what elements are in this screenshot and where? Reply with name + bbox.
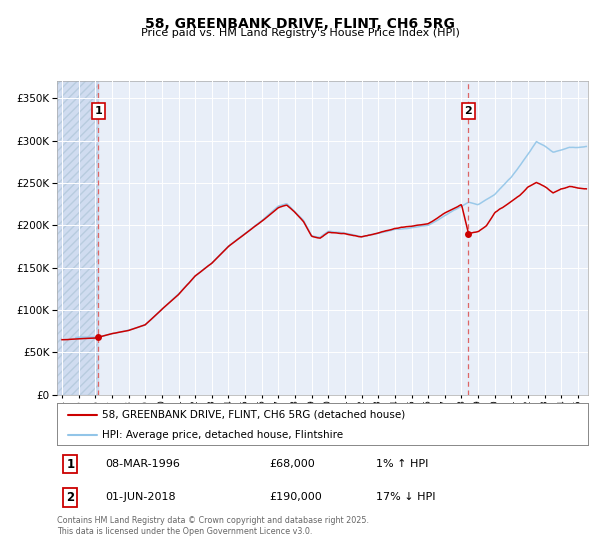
Text: 01-JUN-2018: 01-JUN-2018: [105, 492, 175, 502]
Text: 58, GREENBANK DRIVE, FLINT, CH6 5RG: 58, GREENBANK DRIVE, FLINT, CH6 5RG: [145, 17, 455, 31]
Text: 08-MAR-1996: 08-MAR-1996: [105, 459, 179, 469]
Text: 1% ↑ HPI: 1% ↑ HPI: [376, 459, 428, 469]
Text: Contains HM Land Registry data © Crown copyright and database right 2025.
This d: Contains HM Land Registry data © Crown c…: [57, 516, 369, 536]
Text: 2: 2: [464, 106, 472, 116]
Text: 1: 1: [66, 458, 74, 470]
Text: Price paid vs. HM Land Registry's House Price Index (HPI): Price paid vs. HM Land Registry's House …: [140, 28, 460, 38]
Text: £68,000: £68,000: [269, 459, 315, 469]
Text: 17% ↓ HPI: 17% ↓ HPI: [376, 492, 435, 502]
Text: £190,000: £190,000: [269, 492, 322, 502]
Text: 1: 1: [95, 106, 103, 116]
Bar: [57, 81, 98, 395]
Text: HPI: Average price, detached house, Flintshire: HPI: Average price, detached house, Flin…: [102, 430, 343, 440]
Text: 2: 2: [66, 491, 74, 504]
Bar: [57, 81, 98, 395]
Text: 58, GREENBANK DRIVE, FLINT, CH6 5RG (detached house): 58, GREENBANK DRIVE, FLINT, CH6 5RG (det…: [102, 409, 406, 419]
